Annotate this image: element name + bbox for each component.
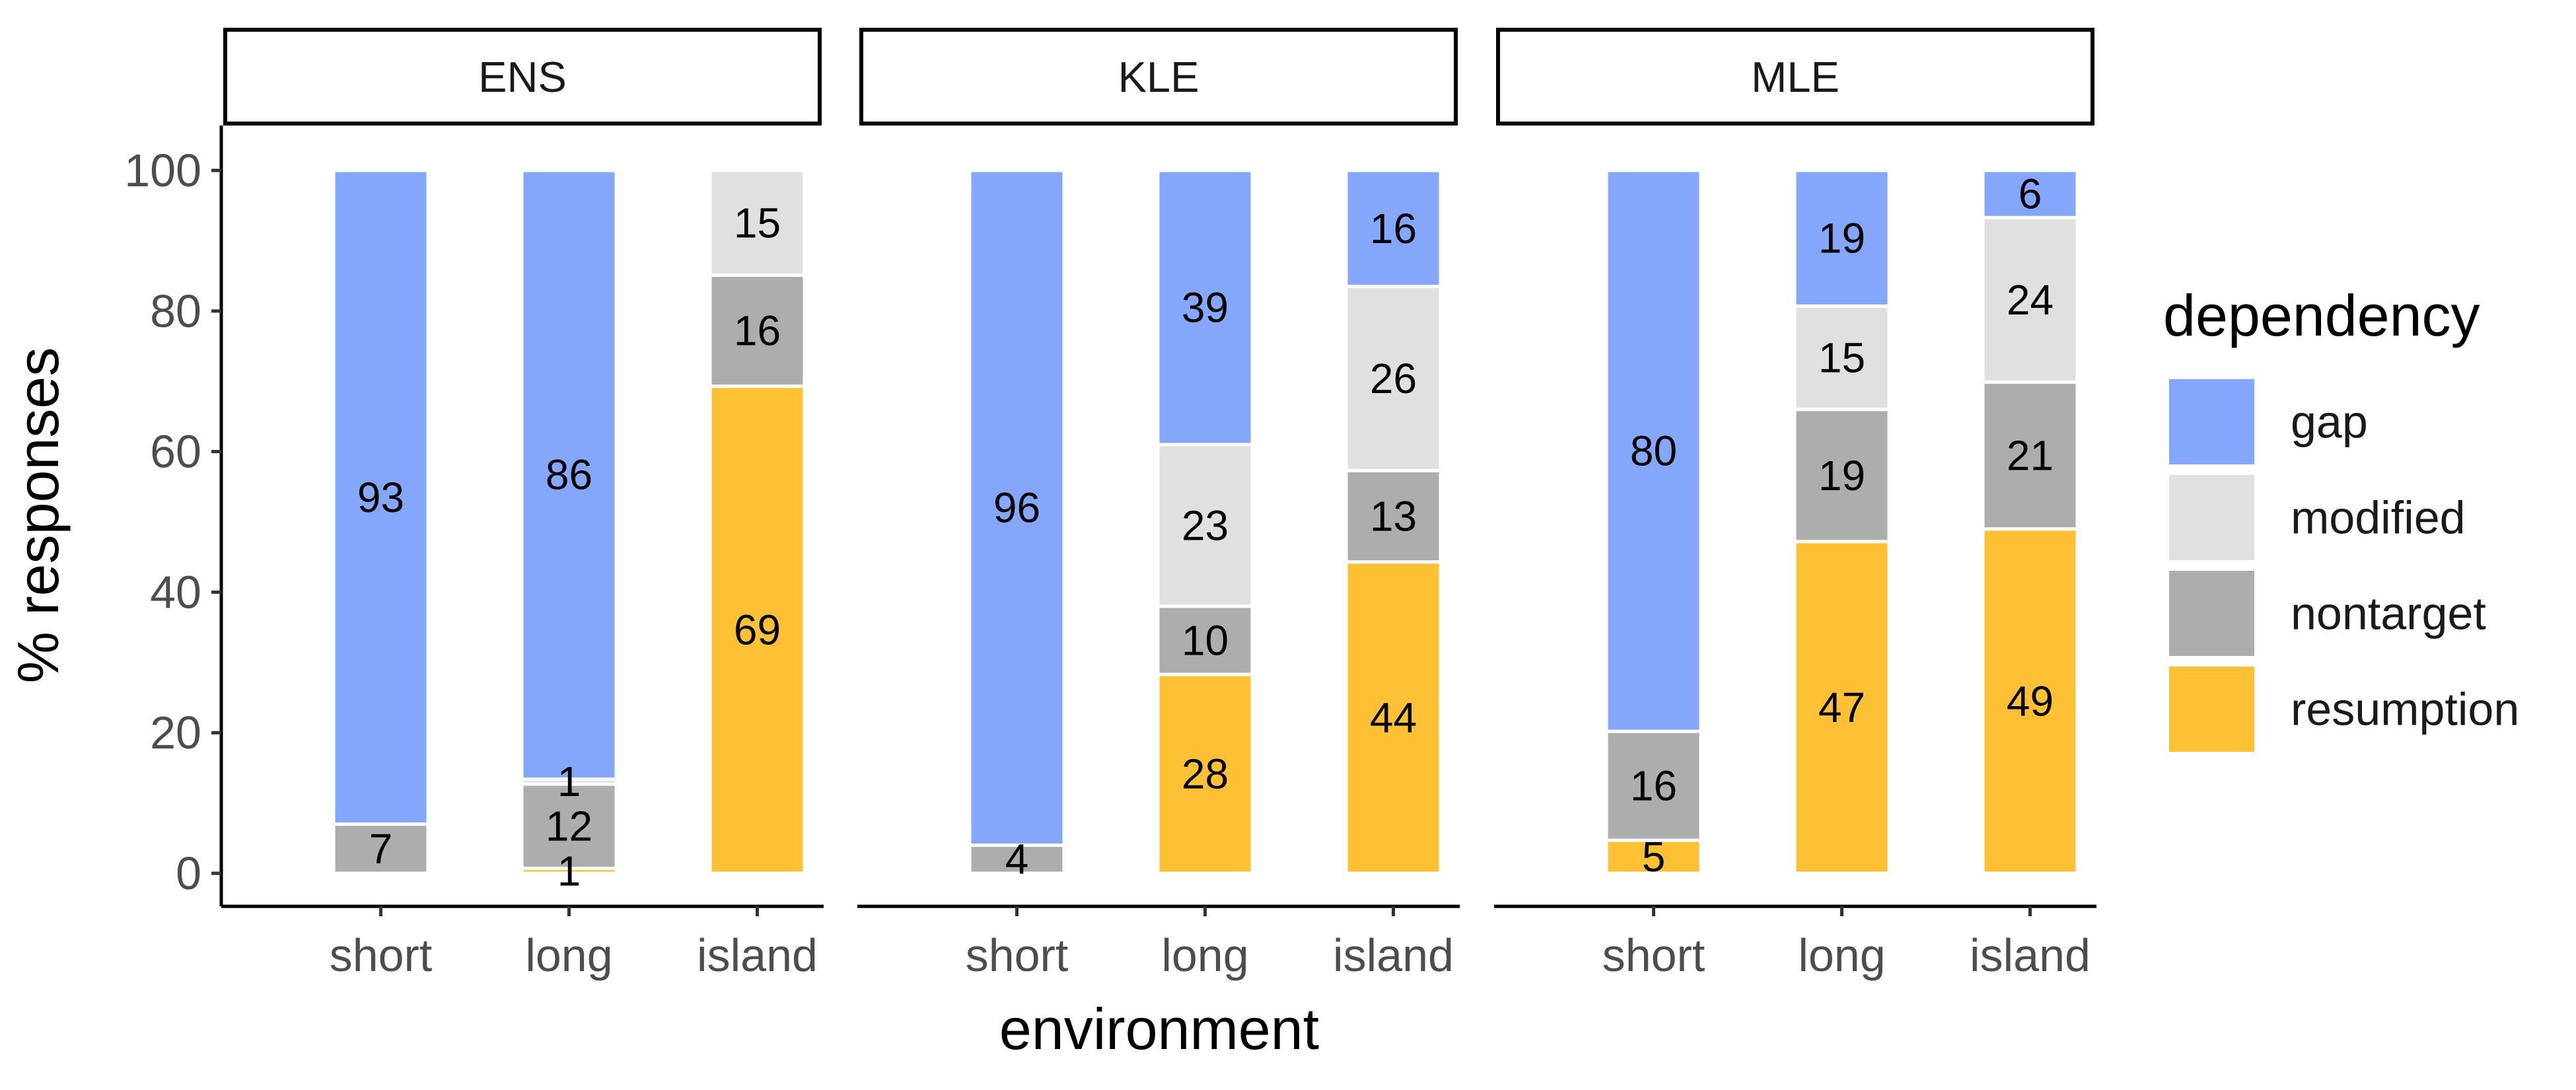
bar-segment-gap [332,168,430,826]
x-tick-label: short [330,929,433,981]
x-tick-label: long [1161,929,1248,981]
y-tick-label: 80 [150,285,201,337]
data-label-resumption: 69 [734,606,781,653]
data-label-gap: 39 [1182,283,1229,331]
bars-layer [332,168,2079,875]
legend-title: dependency [2163,283,2480,348]
bar-segment-gap [520,168,618,781]
data-label-nontarget: 7 [369,825,393,873]
x-axis-title: environment [999,996,1319,1062]
legend: dependency gap modified nontarget resumptio… [2163,283,2519,754]
data-label-gap: 96 [993,484,1040,532]
data-label-nontarget: 19 [1818,452,1865,499]
bar-segment-nontarget [1981,380,2079,531]
data-label-nontarget: 10 [1182,616,1229,664]
y-tick-label: 40 [150,566,201,618]
data-label-resumption: 1 [557,847,581,894]
x-tick-label: island [1333,929,1454,981]
data-label-resumption: 5 [1642,833,1666,881]
data-label-nontarget: 12 [546,803,592,850]
bar-segment-modified [708,168,806,277]
y-axis-title: % responses [5,347,71,684]
data-label-nontarget: 16 [734,307,781,355]
bar-segment-modified [1793,304,1891,412]
bar-segment-gap [1604,168,1703,733]
data-label-resumption: 49 [2007,677,2054,725]
facet-strip [859,28,1458,126]
bar-segment-gap [1344,168,1443,289]
data-label-gap: 93 [357,474,404,521]
data-labels-layer: 7931121866916154962810233944132616516804… [357,170,2054,895]
facet-strip [1496,28,2094,126]
facet-title: ENS [478,53,567,101]
y-tick-label: 100 [124,145,201,196]
data-label-modified: 1 [557,758,581,805]
x-tick-label: long [525,929,612,981]
data-label-modified: 23 [1182,501,1229,549]
bar-segment-gap [1981,168,2079,219]
data-label-gap: 19 [1818,215,1865,262]
bar-segment-resumption [1793,540,1891,875]
legend-label-resumption: resumption [2291,684,2519,735]
data-label-resumption: 47 [1818,684,1865,731]
legend-label-gap: gap [2291,396,2368,448]
bar-segment-nontarget [520,782,618,871]
axes-layer: 0 20 40 60 80 100 ENS short long island KLE short lo… [124,28,2096,981]
legend-label-nontarget: nontarget [2291,588,2486,639]
data-label-gap: 80 [1630,427,1677,475]
facet-strip [223,28,822,126]
data-label-modified: 24 [2007,276,2054,324]
x-tick-label: long [1798,929,1885,981]
data-label-nontarget: 21 [2007,431,2054,479]
x-tick-label: island [1970,929,2091,981]
y-tick-label: 60 [150,426,201,478]
x-tick-label: island [697,929,818,981]
data-label-modified: 26 [1370,355,1417,402]
data-label-gap: 16 [1370,205,1417,252]
x-tick-label: short [1602,929,1705,981]
data-label-resumption: 44 [1370,694,1417,741]
data-label-modified: 15 [1818,334,1865,382]
data-label-resumption: 28 [1182,750,1229,797]
legend-key-modified [2166,472,2257,563]
y-tick-label: 20 [150,707,201,758]
facet-title: MLE [1751,53,1840,101]
legend-label-modified: modified [2291,492,2466,544]
data-label-nontarget: 13 [1370,492,1417,540]
data-label-modified: 15 [734,199,781,246]
bar-segment-nontarget [1604,729,1703,842]
data-label-nontarget: 4 [1005,836,1029,883]
bar-segment-nontarget [1156,604,1254,676]
bar-segment-resumption [1156,672,1254,875]
data-label-gap: 6 [2019,170,2042,218]
bar-segment-gap [1793,168,1891,308]
bar-segment-gap [968,168,1066,847]
bar-segment-resumption [1981,527,2079,875]
x-tick-label: short [966,929,1069,981]
bar-segment-resumption [708,384,806,875]
bar-segment-nontarget [708,273,806,388]
legend-key-gap [2166,377,2257,467]
y-tick-label: 0 [176,848,201,899]
data-label-nontarget: 16 [1630,762,1677,810]
data-label-gap: 86 [546,451,592,499]
legend-key-nontarget [2166,568,2257,659]
bar-segment-nontarget [1344,468,1443,564]
bar-segment-modified [1981,215,2079,384]
legend-key-resumption [2166,664,2257,754]
bar-segment-gap [1156,168,1254,447]
facet-title: KLE [1118,53,1199,101]
